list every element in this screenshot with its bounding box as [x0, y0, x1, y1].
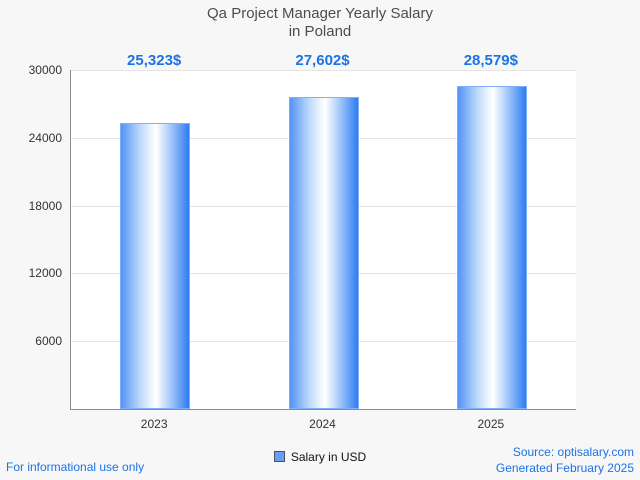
legend: Salary in USD — [0, 449, 640, 464]
chart-title-line2: in Poland — [288, 23, 352, 40]
source-text: Source: optisalary.com — [512, 445, 634, 459]
bar-2025 — [456, 86, 527, 409]
plot-area — [70, 70, 576, 410]
y-axis-tick-label: 12000 — [28, 266, 62, 281]
bar-value-label: 25,323$ — [127, 52, 182, 69]
legend-label: Salary in USD — [290, 449, 367, 464]
y-axis-tick-label: 18000 — [28, 198, 62, 213]
bar-2024 — [288, 97, 359, 409]
x-axis-category-label: 2023 — [140, 417, 168, 431]
bar-value-label: 27,602$ — [295, 52, 350, 69]
y-axis-tick-label: 6000 — [35, 334, 62, 349]
bar-value-label: 28,579$ — [463, 52, 518, 69]
chart-title: Qa Project Manager Yearly Salary in Pola… — [0, 5, 640, 41]
generated-text: Generated February 2025 — [495, 461, 634, 475]
y-axis-tick-label: 30000 — [28, 63, 62, 77]
x-axis-category-label: 2024 — [309, 417, 336, 431]
y-axis-tick-label: 24000 — [28, 130, 62, 145]
legend-swatch-icon — [273, 451, 285, 463]
chart-title-line1: Qa Project Manager Yearly Salary — [207, 5, 433, 22]
gridline — [71, 70, 576, 71]
disclaimer-text: For informational use only — [6, 460, 145, 474]
x-axis-category-label: 2025 — [477, 417, 505, 431]
source-block: Source: optisalary.com Generated Februar… — [496, 444, 634, 476]
bar-2023 — [120, 122, 191, 409]
